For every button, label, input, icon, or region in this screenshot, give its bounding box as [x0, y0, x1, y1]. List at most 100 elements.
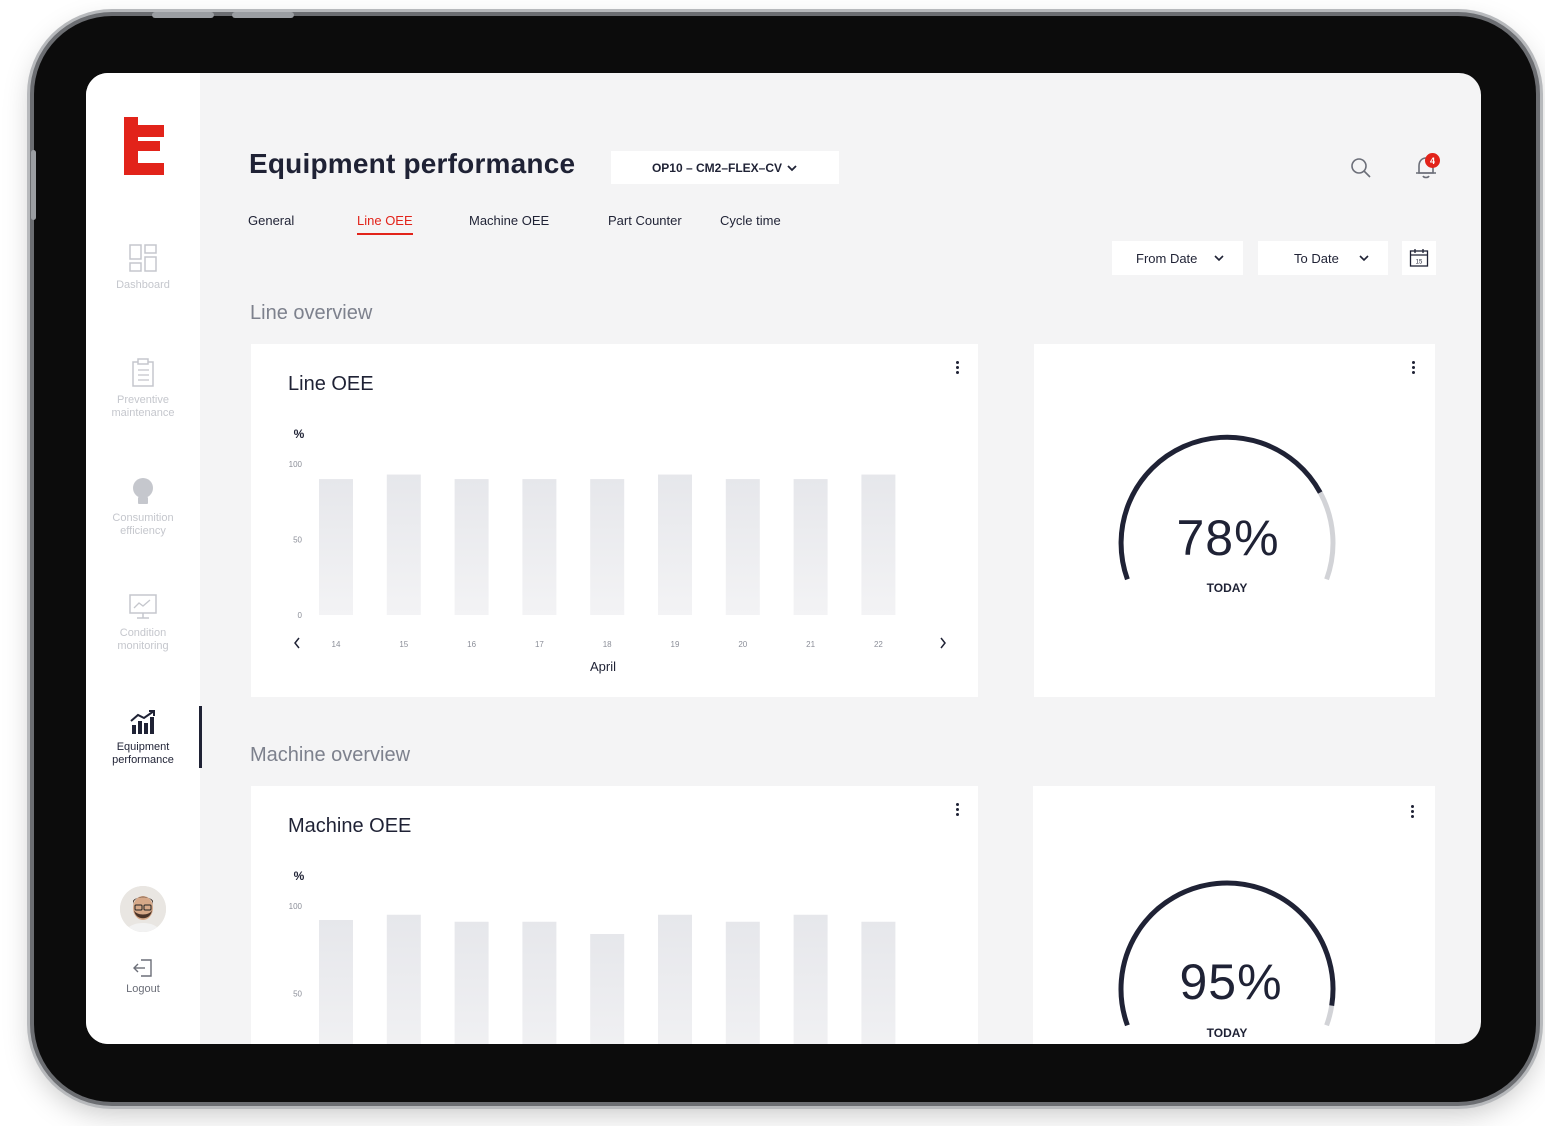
more-options-icon[interactable] — [956, 803, 960, 817]
calendar-icon: 15 — [1409, 249, 1429, 267]
chart-bar — [861, 921, 896, 1044]
chart-bar — [454, 921, 489, 1044]
machine-oee-gauge — [1118, 880, 1336, 1027]
dashboard-icon — [129, 244, 157, 272]
chart-bar — [522, 479, 557, 615]
bulb-icon — [133, 478, 153, 504]
chart-bar — [319, 479, 353, 615]
more-options-icon[interactable] — [956, 361, 960, 375]
volume-button — [152, 12, 214, 18]
machine-select[interactable]: OP10 – CM2–FLEX–CV — [611, 151, 839, 184]
chart-bar — [386, 914, 421, 1044]
page-title: Equipment performance — [249, 148, 576, 179]
active-indicator — [199, 706, 202, 768]
y-tick-label: 100 — [289, 460, 303, 469]
x-tick-label: 20 — [738, 640, 747, 649]
y-tick-label: 50 — [293, 990, 302, 999]
calendar-button[interactable]: 15 — [1402, 241, 1436, 275]
gauge-fill — [1118, 434, 1323, 581]
chart-bar — [658, 474, 692, 615]
machine-select-value: OP10 – CM2–FLEX–CV — [651, 160, 783, 175]
y-tick-label: 50 — [293, 536, 302, 545]
tab-general[interactable]: General — [248, 213, 295, 228]
gauge-fill — [1118, 880, 1336, 1027]
x-tick-label: 22 — [874, 640, 883, 649]
sidebar: Dashboard Preventive maintenance Consumi… — [86, 73, 202, 1044]
gauge-label: TODAY — [1206, 1026, 1248, 1040]
notification-badge: 4 — [1425, 153, 1440, 168]
y-axis-label: % — [294, 869, 305, 883]
chart-bar — [386, 474, 421, 615]
tab-line-oee[interactable]: Line OEE — [357, 213, 413, 235]
chevron-left-icon[interactable] — [294, 637, 300, 649]
line-oee-gauge-card: 78% TODAY — [1034, 344, 1435, 697]
gauge-track — [1317, 491, 1336, 581]
chart-bar — [861, 474, 896, 615]
from-date-label: From Date — [1136, 250, 1198, 266]
more-options-icon[interactable] — [1411, 805, 1415, 819]
chart-bar — [793, 914, 828, 1044]
machine-oee-chart-card: Machine OEE % 100 50 — [251, 786, 978, 1044]
x-tick-label: 19 — [671, 640, 680, 649]
line-oee-bar-chart: % 100 50 0 14 15 16 17 18 19 20 21 22 April — [289, 427, 946, 674]
sidebar-item-label: Preventive — [117, 394, 169, 406]
calendar-day: 15 — [1416, 260, 1423, 266]
x-tick-label: 16 — [467, 640, 476, 649]
chart-bar — [590, 479, 625, 615]
x-tick-label: 15 — [399, 640, 408, 649]
chart-up-icon — [130, 710, 155, 734]
user-avatar-icon — [120, 886, 166, 932]
volume-button — [232, 12, 294, 18]
line-oee-gauge — [1118, 434, 1336, 581]
chevron-down-icon — [1214, 255, 1224, 262]
tab-cycle-time[interactable]: Cycle time — [720, 213, 781, 228]
sidebar-item-label: monitoring — [117, 640, 169, 652]
sidebar-item-label: Consumition — [112, 512, 174, 524]
x-axis-label: April — [590, 659, 616, 674]
chart-bar — [658, 914, 692, 1044]
tab-part-counter[interactable]: Part Counter — [608, 213, 682, 228]
chevron-down-icon — [787, 164, 797, 171]
logout-button[interactable]: Logout — [86, 957, 200, 995]
gauge-value: 95% — [1179, 954, 1283, 1010]
tab-machine-oee[interactable]: Machine OEE — [469, 213, 550, 228]
avatar[interactable] — [120, 886, 166, 932]
chart-bar — [725, 921, 760, 1044]
gauge-label: TODAY — [1206, 581, 1248, 595]
chevron-down-icon — [1359, 255, 1369, 262]
machine-oee-gauge-card: 95% TODAY — [1033, 786, 1435, 1044]
x-tick-label: 21 — [806, 640, 815, 649]
sidebar-item-equipment-performance[interactable]: Equipment performance — [86, 709, 200, 767]
logout-label: Logout — [126, 983, 160, 995]
chevron-right-icon[interactable] — [940, 637, 946, 649]
from-date-select[interactable]: From Date — [1112, 241, 1243, 275]
brand-logo-icon — [124, 117, 164, 175]
monitor-icon — [129, 594, 157, 619]
sidebar-item-label: performance — [112, 754, 174, 766]
search-icon[interactable] — [1349, 156, 1373, 180]
chart-bar — [522, 921, 557, 1044]
to-date-label: To Date — [1294, 250, 1339, 266]
line-oee-chart-card: Line OEE % 100 50 0 14 15 16 17 18 19 20 21 22 April — [251, 344, 978, 697]
sidebar-item-label: Dashboard — [116, 279, 170, 291]
sidebar-item-preventive-maintenance[interactable]: Preventive maintenance — [86, 358, 200, 420]
more-options-icon[interactable] — [1412, 361, 1416, 375]
chart-bar — [725, 479, 760, 615]
chart-bar — [793, 479, 828, 615]
sidebar-item-label: Equipment — [116, 741, 170, 753]
gauge-value: 78% — [1176, 510, 1280, 566]
x-tick-label: 18 — [603, 640, 612, 649]
to-date-select[interactable]: To Date — [1258, 241, 1388, 275]
y-tick-label: 100 — [289, 902, 303, 911]
machine-oee-bar-chart: % 100 50 — [289, 869, 896, 1044]
chart-bar — [590, 934, 625, 1044]
sidebar-item-condition-monitoring[interactable]: Condition monitoring — [86, 593, 200, 653]
sidebar-item-dashboard[interactable]: Dashboard — [86, 243, 200, 292]
sidebar-item-consumition-efficiency[interactable]: Consumition efficiency — [86, 476, 200, 538]
card-title: Line OEE — [288, 373, 374, 395]
card-title: Machine OEE — [288, 815, 412, 837]
power-button — [31, 150, 36, 220]
sidebar-item-label: Condition — [119, 627, 167, 639]
y-axis-label: % — [294, 427, 305, 441]
sidebar-item-label: efficiency — [120, 525, 166, 537]
